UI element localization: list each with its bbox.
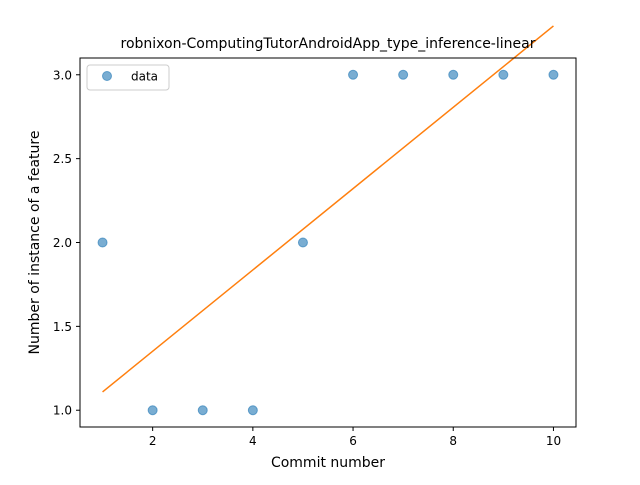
legend-marker-data xyxy=(102,71,112,81)
y-tick-label: 2.5 xyxy=(53,152,72,166)
data-point xyxy=(247,405,258,416)
data-point xyxy=(147,405,158,416)
y-axis-label: Number of instance of a feature xyxy=(27,131,43,355)
x-tick-label: 4 xyxy=(249,434,257,448)
data-point xyxy=(348,69,359,80)
data-point xyxy=(97,237,108,248)
y-tick-label: 1.0 xyxy=(53,404,72,418)
x-tick-label: 2 xyxy=(149,434,157,448)
data-point xyxy=(448,69,459,80)
x-tick-label: 10 xyxy=(546,434,561,448)
data-point xyxy=(297,237,308,248)
legend: data xyxy=(86,64,170,91)
plot-area xyxy=(97,25,559,416)
x-tick-label: 8 xyxy=(449,434,457,448)
chart-title: robnixon-ComputingTutorAndroidApp_type_i… xyxy=(121,36,536,52)
legend-label-data: data xyxy=(131,70,158,84)
data-point xyxy=(548,69,559,80)
axis-ticks: 2 4 6 8 10 1.0 1.5 2.0 2.5 3.0 xyxy=(53,68,561,448)
data-point xyxy=(498,69,509,80)
x-axis-label: Commit number xyxy=(271,455,385,471)
fit-line xyxy=(102,25,554,393)
y-tick-label: 3.0 xyxy=(53,68,72,82)
y-tick-label: 1.5 xyxy=(53,320,72,334)
x-tick-label: 6 xyxy=(349,434,357,448)
data-point xyxy=(398,69,409,80)
y-tick-label: 2.0 xyxy=(53,236,72,250)
data-point xyxy=(197,405,208,416)
